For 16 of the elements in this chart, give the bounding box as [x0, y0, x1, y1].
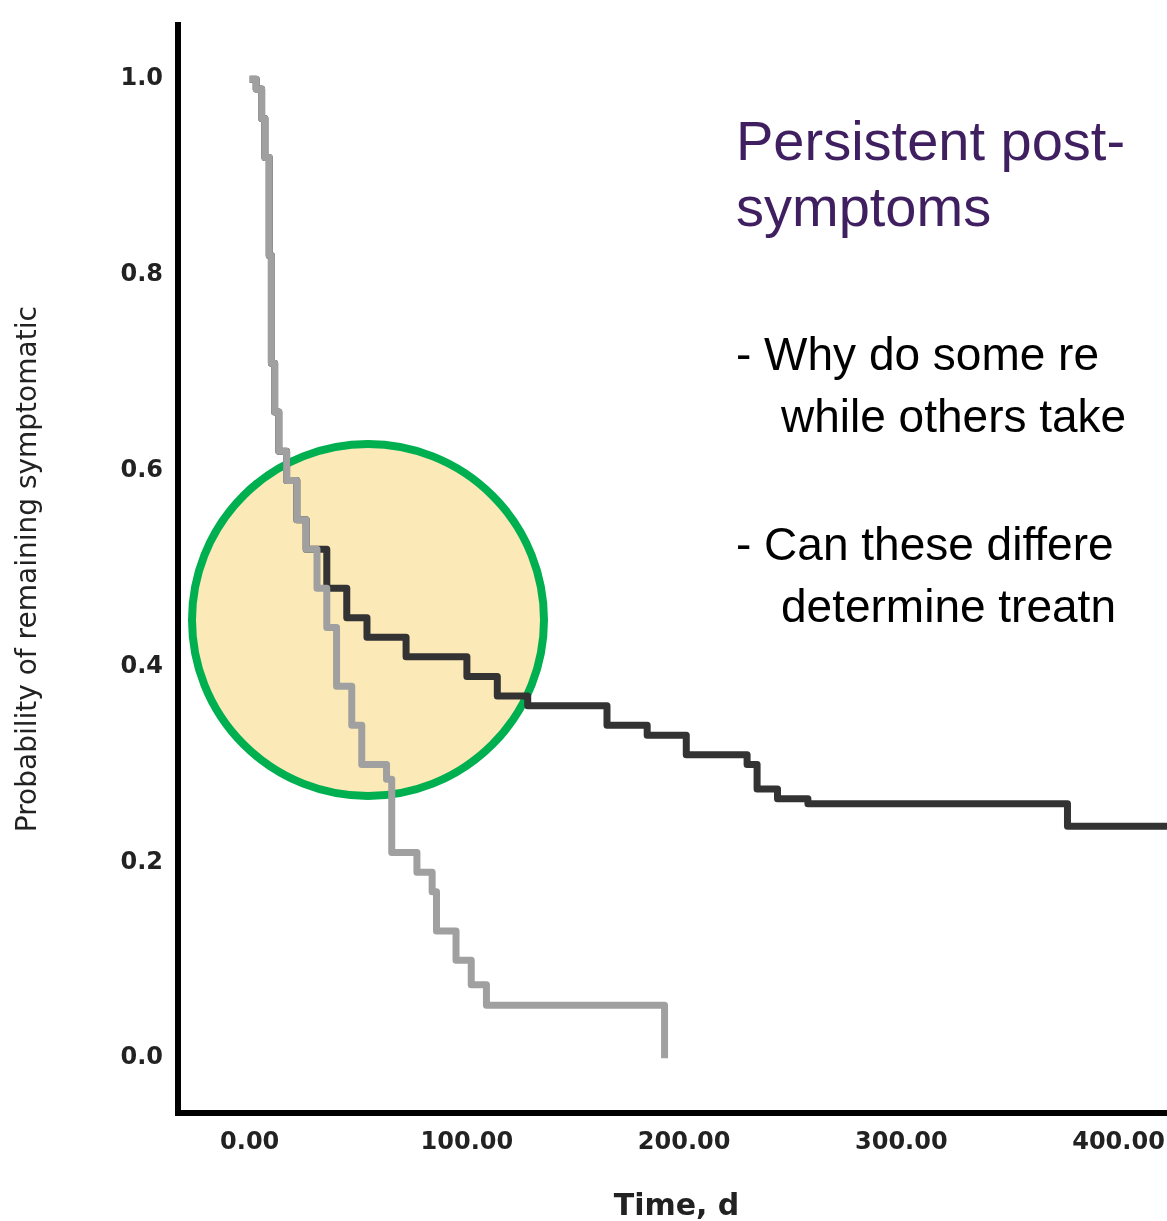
- y-tick-label: 0.8: [120, 259, 163, 288]
- y-tick-label: 1.0: [120, 63, 163, 92]
- y-tick-label: 0.2: [120, 846, 163, 875]
- annotation: - Why do some re while others take: [736, 327, 1128, 444]
- y-tick-label: 0.6: [120, 455, 163, 484]
- x-tick-label: 100.00: [420, 1126, 514, 1155]
- x-tick-label: 400.00: [1072, 1126, 1165, 1155]
- annotation: - Can these differe determine treatn: [736, 517, 1117, 634]
- x-axis-title: Time, d: [613, 1186, 740, 1221]
- y-tick-label: 0.4: [120, 650, 163, 679]
- x-tick-label: 200.00: [637, 1126, 731, 1155]
- y-axis-title: Probability of remaining symptomatic: [10, 306, 44, 833]
- x-tick-label: 0.00: [220, 1126, 280, 1155]
- y-tick-label: 0.0: [120, 1042, 163, 1071]
- text: Persistent post- symptoms: [736, 108, 1127, 240]
- x-tick-label: 300.00: [855, 1126, 948, 1155]
